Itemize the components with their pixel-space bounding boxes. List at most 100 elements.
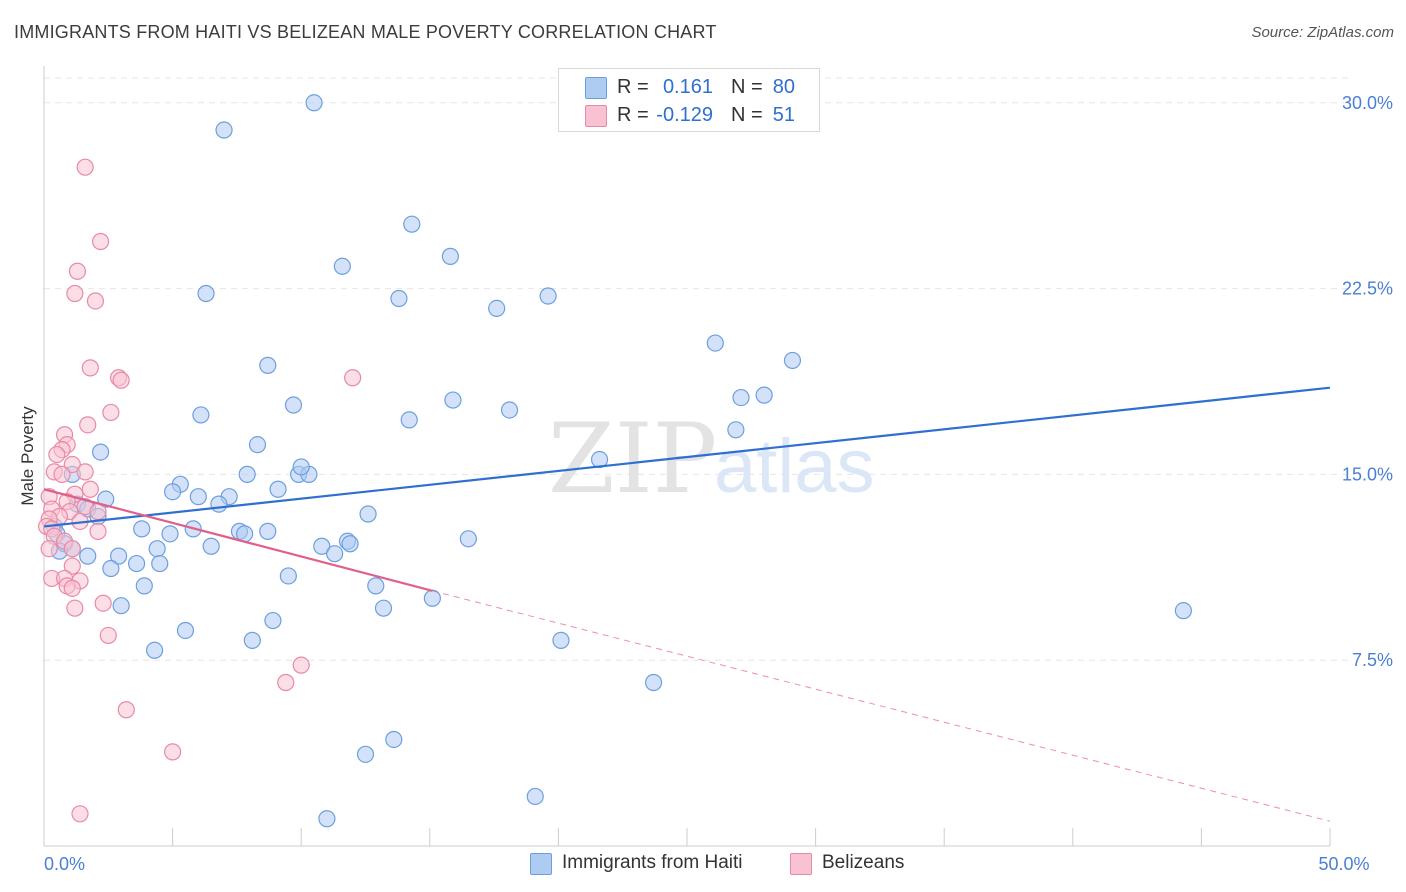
haiti-point <box>91 443 110 461</box>
haiti-point <box>367 577 385 595</box>
haiti-point <box>269 480 287 498</box>
n-value: 80 <box>772 76 795 98</box>
haiti-point <box>279 567 297 585</box>
haiti-point <box>500 401 519 419</box>
belize-point <box>40 540 58 558</box>
haiti-point <box>444 391 462 409</box>
series-label-haiti: Immigrants from Haiti <box>562 852 743 873</box>
belize-point <box>164 743 182 761</box>
haiti-point <box>215 121 233 139</box>
r-label: R = <box>617 104 649 126</box>
belize-point <box>117 701 135 719</box>
haiti-point <box>145 641 164 659</box>
haiti-point <box>109 547 128 565</box>
source-label: Source: ZipAtlas.com <box>1251 24 1394 41</box>
belize-trend-line <box>432 590 1331 822</box>
haiti-point <box>176 621 195 640</box>
belize-point <box>63 455 81 474</box>
x-tick-label: 0.0% <box>44 854 85 874</box>
haiti-point <box>112 597 130 615</box>
axes <box>43 66 1331 847</box>
haiti-point <box>374 599 393 617</box>
haiti-point <box>97 490 115 508</box>
belize-point <box>68 262 87 280</box>
belize-point <box>89 522 107 540</box>
y-tick-label: 22.5% <box>1342 279 1393 299</box>
legend-row-belize: R = -0.129 N = 51 <box>559 101 819 129</box>
tick-labels: 7.5% 15.0% 22.5% 30.0% 0.0% 50.0% <box>44 93 1393 874</box>
haiti-point <box>313 537 331 555</box>
belize-point <box>63 540 81 558</box>
watermark-zip: ZIP <box>548 403 717 515</box>
series-swatch-belize <box>790 853 812 875</box>
haiti-point <box>359 505 377 523</box>
legend-swatch-belize <box>585 105 607 127</box>
haiti-point <box>783 351 802 370</box>
belize-point <box>277 673 295 692</box>
haiti-point <box>248 436 267 454</box>
r-value: -0.129 <box>656 104 713 126</box>
haiti-point <box>189 488 207 506</box>
belize-point <box>76 463 94 481</box>
haiti-point <box>644 673 663 692</box>
belize-point <box>48 445 66 464</box>
correlation-legend: R = 0.161 N = 80 R = -0.129 N = 51 <box>558 68 820 132</box>
grid-lines <box>44 77 1350 661</box>
haiti-point <box>526 787 544 806</box>
haiti-point <box>127 554 146 573</box>
haiti-point <box>732 388 750 407</box>
haiti-point <box>441 247 459 265</box>
haiti-point <box>385 730 403 749</box>
r-value: 0.161 <box>662 76 713 98</box>
haiti-point <box>539 287 557 305</box>
belize-point <box>94 594 112 612</box>
haiti-point <box>284 396 303 414</box>
haiti-point <box>259 522 277 540</box>
haiti-point <box>102 559 120 578</box>
watermark-atlas: atlas <box>714 424 875 509</box>
haiti-point <box>1174 602 1192 620</box>
haiti-point <box>202 537 220 555</box>
haiti-point <box>238 465 256 483</box>
haiti-point <box>552 631 570 649</box>
haiti-point <box>326 545 344 563</box>
watermark: ZIP atlas <box>548 403 875 515</box>
n-label: N = <box>731 104 763 126</box>
series-swatch-haiti <box>530 853 552 875</box>
belize-point <box>81 480 99 498</box>
belize-point <box>91 232 110 251</box>
belize-point <box>99 626 117 645</box>
belize-point <box>292 656 310 674</box>
haiti-point <box>400 411 418 429</box>
belize-point <box>102 403 120 422</box>
chart-title: IMMIGRANTS FROM HAITI VS BELIZEAN MALE P… <box>14 22 717 42</box>
belize-point <box>66 284 84 303</box>
belize-point <box>76 158 94 176</box>
haiti-point <box>459 530 477 548</box>
haiti-point <box>133 520 151 538</box>
belize-point <box>63 579 81 597</box>
haiti-point <box>135 577 153 595</box>
legend-swatch-haiti <box>585 77 607 99</box>
belize-point <box>71 805 89 823</box>
belize-point <box>86 292 105 310</box>
haiti-point <box>706 334 724 352</box>
x-tick-label: 50.0% <box>1318 854 1369 874</box>
trend-lines <box>43 386 1331 822</box>
belize-point <box>79 416 97 434</box>
belize-trend-line <box>43 488 433 592</box>
haiti-point <box>161 525 179 543</box>
haiti-point <box>151 554 169 573</box>
series-label-belize: Belizeans <box>822 852 905 873</box>
belize-point <box>344 369 362 387</box>
haiti-point <box>333 257 351 275</box>
r-label: R = <box>617 76 649 98</box>
haiti-trend-line <box>43 386 1331 528</box>
haiti-point <box>318 810 336 828</box>
haiti-point <box>341 535 359 553</box>
y-tick-label: 15.0% <box>1342 464 1393 484</box>
haiti-point <box>305 94 323 112</box>
legend-row-haiti: R = 0.161 N = 80 <box>559 73 819 101</box>
haiti-point <box>79 547 97 565</box>
